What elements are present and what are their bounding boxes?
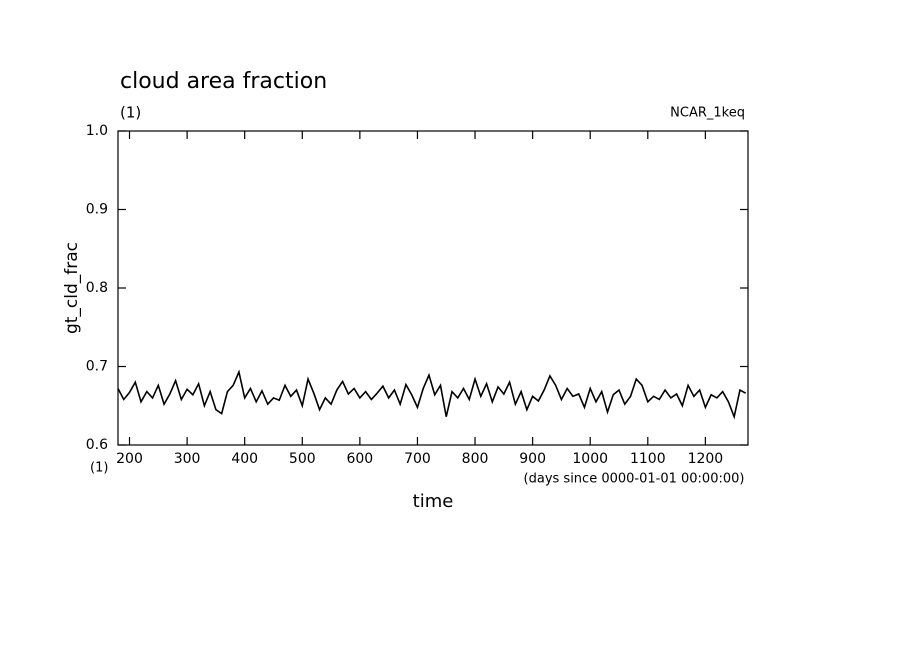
x-axis-label: time: [413, 491, 454, 512]
line-series: [117, 369, 747, 420]
chart-title: cloud area fraction: [120, 69, 327, 94]
x-tick-label: 300: [174, 451, 201, 467]
x-tick-label: 600: [346, 451, 373, 467]
y-axis-label: gt_cld_frac: [62, 242, 82, 334]
y-tick-label: 1.0: [86, 123, 108, 139]
y-tick-label: 0.9: [86, 202, 108, 218]
x-tick-label: 700: [404, 451, 431, 467]
x-tick-label: 800: [462, 451, 489, 467]
x-units: (days since 0000-01-01 00:00:00): [524, 472, 745, 487]
x-tick-label: 400: [231, 451, 258, 467]
x-tick-label: 500: [289, 451, 316, 467]
label-right: NCAR_1keq: [670, 106, 745, 121]
subtitle: (1): [120, 104, 141, 122]
x-tick-label: 900: [519, 451, 546, 467]
x-tick-label: 1100: [630, 451, 666, 467]
y-tick-label: 0.6: [86, 437, 108, 453]
x-units-left: (1): [90, 461, 108, 476]
y-tick-label: 0.8: [86, 280, 108, 296]
x-tick-label: 200: [116, 451, 143, 467]
y-tick-label: 0.7: [86, 359, 108, 375]
x-tick-label: 1000: [572, 451, 608, 467]
x-tick-label: 1200: [688, 451, 724, 467]
